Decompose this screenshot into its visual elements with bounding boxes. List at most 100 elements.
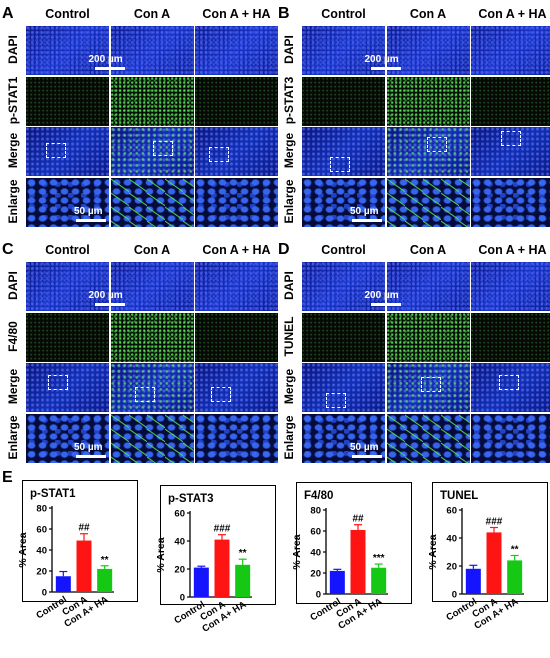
column-label: Control (321, 243, 366, 257)
micrograph-tile: 200 µm (365, 26, 470, 75)
micrograph-tile (386, 363, 470, 412)
micrograph-tile (195, 76, 278, 126)
scale-bar-label: 50 µm (350, 441, 379, 453)
roi-box (330, 157, 350, 172)
row-label: Enlarge (6, 415, 20, 460)
significance-label: ** (239, 548, 247, 559)
bar-control (55, 576, 71, 592)
roi-box (499, 375, 519, 390)
column-label: Con A + HA (202, 7, 271, 21)
column-label: Con A + HA (478, 243, 547, 257)
scale-bar (352, 218, 382, 222)
column-label: Con A + HA (202, 243, 271, 257)
column-label: Con A (409, 243, 447, 257)
significance-label: ** (101, 555, 109, 566)
micrograph-tile (471, 26, 550, 75)
panel-letter-d: D (278, 241, 290, 258)
scale-bar (94, 303, 125, 306)
row-label: TUNEL (282, 316, 296, 356)
micrograph-tile (110, 413, 194, 463)
row-label: Merge (6, 368, 20, 405)
chart-title: p-STAT1 (30, 488, 76, 500)
micrograph-tile (471, 76, 550, 126)
y-tick-label: 60 (446, 506, 457, 517)
column-label: Con A + HA (478, 7, 547, 21)
row-label: Merge (282, 132, 296, 169)
micrograph-tile: 200 µm (89, 26, 194, 75)
y-tick-label: 60 (174, 509, 185, 520)
row-label: DAPI (6, 35, 20, 64)
roi-box (426, 137, 447, 152)
row-label: Merge (282, 368, 296, 405)
micrograph-tile (110, 177, 194, 227)
chart-title: p-STAT3 (168, 493, 214, 505)
micrograph-tile (195, 177, 278, 227)
micrograph-tile (195, 26, 278, 75)
micrograph-tile (110, 76, 194, 126)
micrograph-tile (471, 363, 550, 412)
scale-bar-label: 200 µm (88, 54, 123, 65)
bar-control (193, 567, 209, 597)
micrograph-tile (471, 127, 550, 176)
significance-label: ** (511, 545, 519, 556)
micrograph-tile (302, 127, 385, 176)
micrograph-tile (26, 26, 109, 75)
bar-conaha (371, 567, 387, 594)
micrograph-tile (26, 312, 109, 362)
y-axis-label: % Area (291, 534, 303, 569)
micrograph-tile (302, 262, 385, 311)
chart-title: F4/80 (304, 490, 333, 502)
roi-box (501, 131, 521, 146)
micrograph-tile (302, 26, 385, 75)
scale-bar-label: 200 µm (364, 54, 399, 65)
panel-letter-e: E (2, 469, 13, 486)
y-tick-label: 0 (452, 590, 457, 601)
micrograph-tile (195, 262, 278, 311)
y-tick-label: 60 (36, 525, 47, 536)
scale-bar (370, 303, 401, 306)
micrograph-tile: 200 µm (365, 262, 470, 311)
scale-bar (352, 454, 382, 458)
scale-bar-label: 50 µm (74, 205, 103, 217)
row-label: DAPI (282, 35, 296, 64)
micrograph-tile (195, 363, 278, 412)
micrograph-tile (471, 413, 550, 463)
micrograph-tile (386, 177, 470, 227)
significance-label: *** (373, 553, 385, 564)
panel-letter-b: B (278, 5, 290, 22)
scale-bar-label: 50 µm (74, 441, 103, 453)
chart-title: TUNEL (440, 490, 478, 502)
micrograph-tile (302, 312, 385, 362)
micrograph-tile (471, 312, 550, 362)
significance-label: ## (78, 523, 90, 534)
roi-box (46, 143, 66, 158)
row-label: Merge (6, 132, 20, 169)
bar-cona (76, 540, 92, 592)
row-label: Enlarge (282, 179, 296, 224)
micrograph-tile (110, 127, 194, 176)
micrograph-tile (195, 413, 278, 463)
y-axis-label: % Area (155, 537, 167, 572)
bar-conaha (97, 568, 113, 592)
y-tick-label: 80 (310, 506, 321, 517)
row-label: Enlarge (282, 415, 296, 460)
micrograph-tile (110, 312, 194, 362)
row-label: DAPI (6, 271, 20, 300)
micrograph-tile (195, 312, 278, 362)
bar-cona (350, 529, 366, 594)
micrograph-tile (302, 363, 385, 412)
y-tick-label: 80 (36, 504, 47, 515)
row-label: Enlarge (6, 179, 20, 224)
micrograph-tile (386, 76, 470, 126)
scale-bar (370, 67, 401, 70)
panel-letter-a: A (2, 5, 14, 22)
scale-bar (94, 67, 125, 70)
column-label: Con A (409, 7, 447, 21)
scale-bar (76, 454, 106, 458)
micrograph-tile (471, 177, 550, 227)
row-label: F4/80 (6, 320, 20, 352)
y-tick-label: 0 (316, 590, 321, 601)
